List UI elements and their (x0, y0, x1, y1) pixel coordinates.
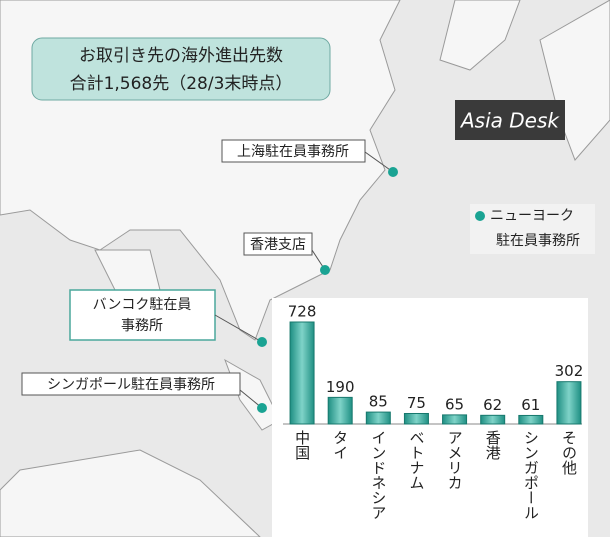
value-label: 75 (407, 394, 426, 412)
value-label: 61 (521, 396, 540, 414)
subtitle: 合計1,568先（28/3末時点） (70, 74, 293, 94)
office-label: 上海駐在員事務所 (237, 144, 349, 160)
value-label: 190 (326, 378, 355, 396)
category-label: 香港 (484, 430, 502, 460)
value-label: 85 (369, 393, 388, 411)
logo: Asia Desk (459, 109, 560, 133)
office-label: シンガポール駐在員事務所 (47, 377, 215, 393)
leader-line (364, 151, 394, 173)
bar (365, 411, 391, 425)
bar (442, 414, 468, 425)
office-dot (257, 403, 267, 413)
title: お取引き先の海外進出先数 (79, 46, 283, 66)
bar (518, 414, 544, 425)
value-label: 65 (445, 395, 464, 413)
office-label: バンコク駐在員 (93, 297, 192, 313)
bar (327, 396, 353, 425)
category-label: ベトナム (407, 430, 425, 490)
category-label: アメリカ (446, 430, 464, 490)
office-box (21, 372, 241, 396)
bar (556, 381, 582, 425)
bar (289, 321, 315, 425)
office-label: 駐在員事務所 (496, 233, 580, 249)
bar-chart: 728 中国 190 タイ 85 インドネシア 75 ベトナム 65 アメリカ 62 香港 61 シンガポ… (283, 303, 584, 520)
value-label: 62 (483, 396, 502, 414)
category-label: シンガポール (522, 430, 540, 520)
bar (403, 412, 429, 425)
office-dot (475, 211, 485, 221)
office-box (470, 204, 595, 254)
category-label: 中国 (293, 430, 311, 460)
category-label: その他 (560, 430, 578, 476)
category-label: タイ (331, 430, 349, 460)
leader-line (214, 314, 263, 343)
office-dot (320, 265, 330, 275)
office-box (243, 232, 313, 256)
office-label: 香港支店 (250, 237, 306, 253)
bar (480, 414, 506, 425)
title-box (31, 37, 331, 101)
value-label: 728 (288, 303, 317, 321)
office-label: ニューヨーク (490, 208, 574, 224)
office-box (221, 139, 366, 163)
category-label: インドネシア (369, 430, 387, 520)
office-dot (257, 337, 267, 347)
value-label: 302 (555, 362, 584, 380)
office-box (69, 289, 216, 341)
office-label: 事務所 (121, 318, 163, 334)
office-dot (388, 167, 398, 177)
logo-box (455, 100, 565, 140)
